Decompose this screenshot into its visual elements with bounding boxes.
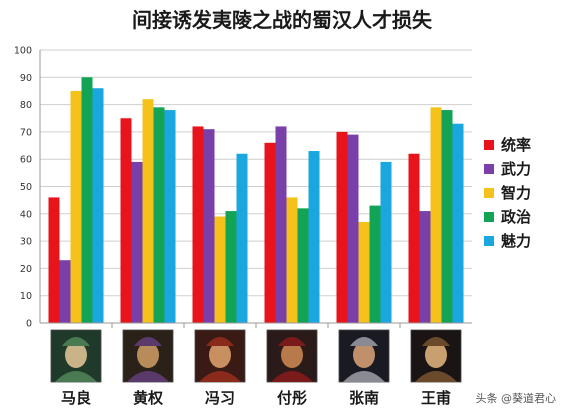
portrait-robe	[271, 371, 313, 382]
bar-冯习-政治	[225, 211, 237, 323]
portrait-face	[209, 342, 231, 368]
grid-lines	[40, 49, 472, 297]
x-category-label: 黄权	[133, 389, 164, 407]
portrait-face	[353, 342, 375, 368]
portrait-face	[425, 342, 447, 368]
portrait-ma-liang-icon	[50, 329, 102, 383]
portrait-wang-fu-icon	[410, 329, 462, 383]
y-tick-label: 60	[20, 155, 32, 166]
x-category-label: 冯习	[205, 389, 235, 407]
portrait-headwear	[350, 337, 378, 346]
y-tick-label: 30	[20, 237, 32, 248]
portrait-robe	[55, 371, 97, 382]
bar-付彤-政治	[297, 208, 309, 323]
portrait-headwear	[62, 337, 90, 346]
bar-张南-统率	[336, 131, 348, 323]
portrait-face	[137, 342, 159, 368]
bar-付彤-魅力	[308, 151, 320, 323]
bar-马良-魅力	[92, 88, 104, 323]
portrait-robe	[343, 371, 385, 382]
portrait-robe	[415, 371, 457, 382]
legend-swatch-统率	[484, 140, 494, 150]
x-category-label: 马良	[61, 389, 91, 407]
bar-马良-智力	[70, 90, 82, 323]
bar-冯习-武力	[203, 129, 215, 323]
portrait-headwear	[278, 337, 306, 346]
bar-黄权-智力	[142, 99, 154, 323]
portrait-headwear	[134, 337, 162, 346]
bar-付彤-统率	[264, 142, 276, 323]
portraits	[50, 329, 462, 383]
y-axis-ticks: 0 10 20 30 40 50 60 70 80 90 100	[14, 46, 32, 330]
y-tick-label: 50	[20, 182, 32, 193]
bar-马良-政治	[81, 77, 93, 323]
legend-label-政治: 政治	[501, 208, 531, 226]
x-category-label: 张南	[349, 389, 379, 407]
portrait-huang-quan-icon	[122, 329, 174, 383]
chart-title: 间接诱发夷陵之战的蜀汉人才损失	[132, 8, 433, 32]
bar-黄权-魅力	[164, 110, 176, 323]
bar-冯习-统率	[192, 126, 204, 323]
axes	[39, 50, 472, 328]
legend-label-魅力: 魅力	[501, 232, 531, 250]
portrait-fu-tong-icon	[266, 329, 318, 383]
y-tick-label: 100	[14, 46, 32, 57]
y-tick-label: 0	[26, 319, 32, 330]
legend-swatch-智力	[484, 188, 494, 198]
bar-付彤-智力	[286, 197, 298, 323]
portrait-headwear	[422, 337, 450, 346]
y-tick-label: 90	[20, 73, 32, 84]
bar-冯习-智力	[214, 216, 226, 323]
legend-label-智力: 智力	[501, 184, 531, 202]
bar-黄权-武力	[131, 161, 143, 323]
legend-swatch-魅力	[484, 236, 494, 246]
legend-label-武力: 武力	[501, 160, 531, 178]
portrait-robe	[127, 371, 169, 382]
legend-swatch-政治	[484, 212, 494, 222]
bar-王甫-智力	[430, 107, 442, 323]
watermark: 头条 @葵道君心	[476, 391, 557, 405]
portrait-face	[281, 342, 303, 368]
bar-马良-武力	[59, 260, 71, 323]
x-category-label: 王甫	[421, 389, 451, 407]
bar-王甫-武力	[419, 211, 431, 323]
bar-张南-智力	[358, 221, 370, 323]
portrait-zhang-nan-icon	[338, 329, 390, 383]
bar-付彤-武力	[275, 126, 287, 323]
bars	[48, 77, 464, 324]
y-tick-label: 70	[20, 127, 32, 138]
bar-张南-政治	[369, 205, 381, 323]
portrait-headwear	[206, 337, 234, 346]
bar-王甫-政治	[441, 110, 453, 323]
legend-swatch-武力	[484, 164, 494, 174]
legend-label-统率: 统率	[501, 136, 531, 154]
y-tick-label: 80	[20, 100, 32, 111]
bar-王甫-统率	[408, 153, 420, 323]
bar-张南-魅力	[380, 161, 392, 323]
y-tick-label: 40	[20, 209, 32, 220]
bar-马良-统率	[48, 197, 60, 323]
bar-张南-武力	[347, 134, 359, 323]
bar-黄权-政治	[153, 107, 165, 323]
portrait-feng-xi-icon	[194, 329, 246, 383]
portrait-robe	[199, 371, 241, 382]
y-tick-label: 10	[20, 291, 32, 302]
portrait-face	[65, 342, 87, 368]
bar-冯习-魅力	[236, 153, 248, 323]
x-axis-category-labels: 马良 黄权 冯习 付彤 张南 王甫	[61, 389, 451, 407]
bar-黄权-统率	[120, 118, 132, 323]
bar-王甫-魅力	[452, 123, 464, 324]
x-category-label: 付彤	[277, 389, 307, 407]
y-tick-label: 20	[20, 264, 32, 275]
